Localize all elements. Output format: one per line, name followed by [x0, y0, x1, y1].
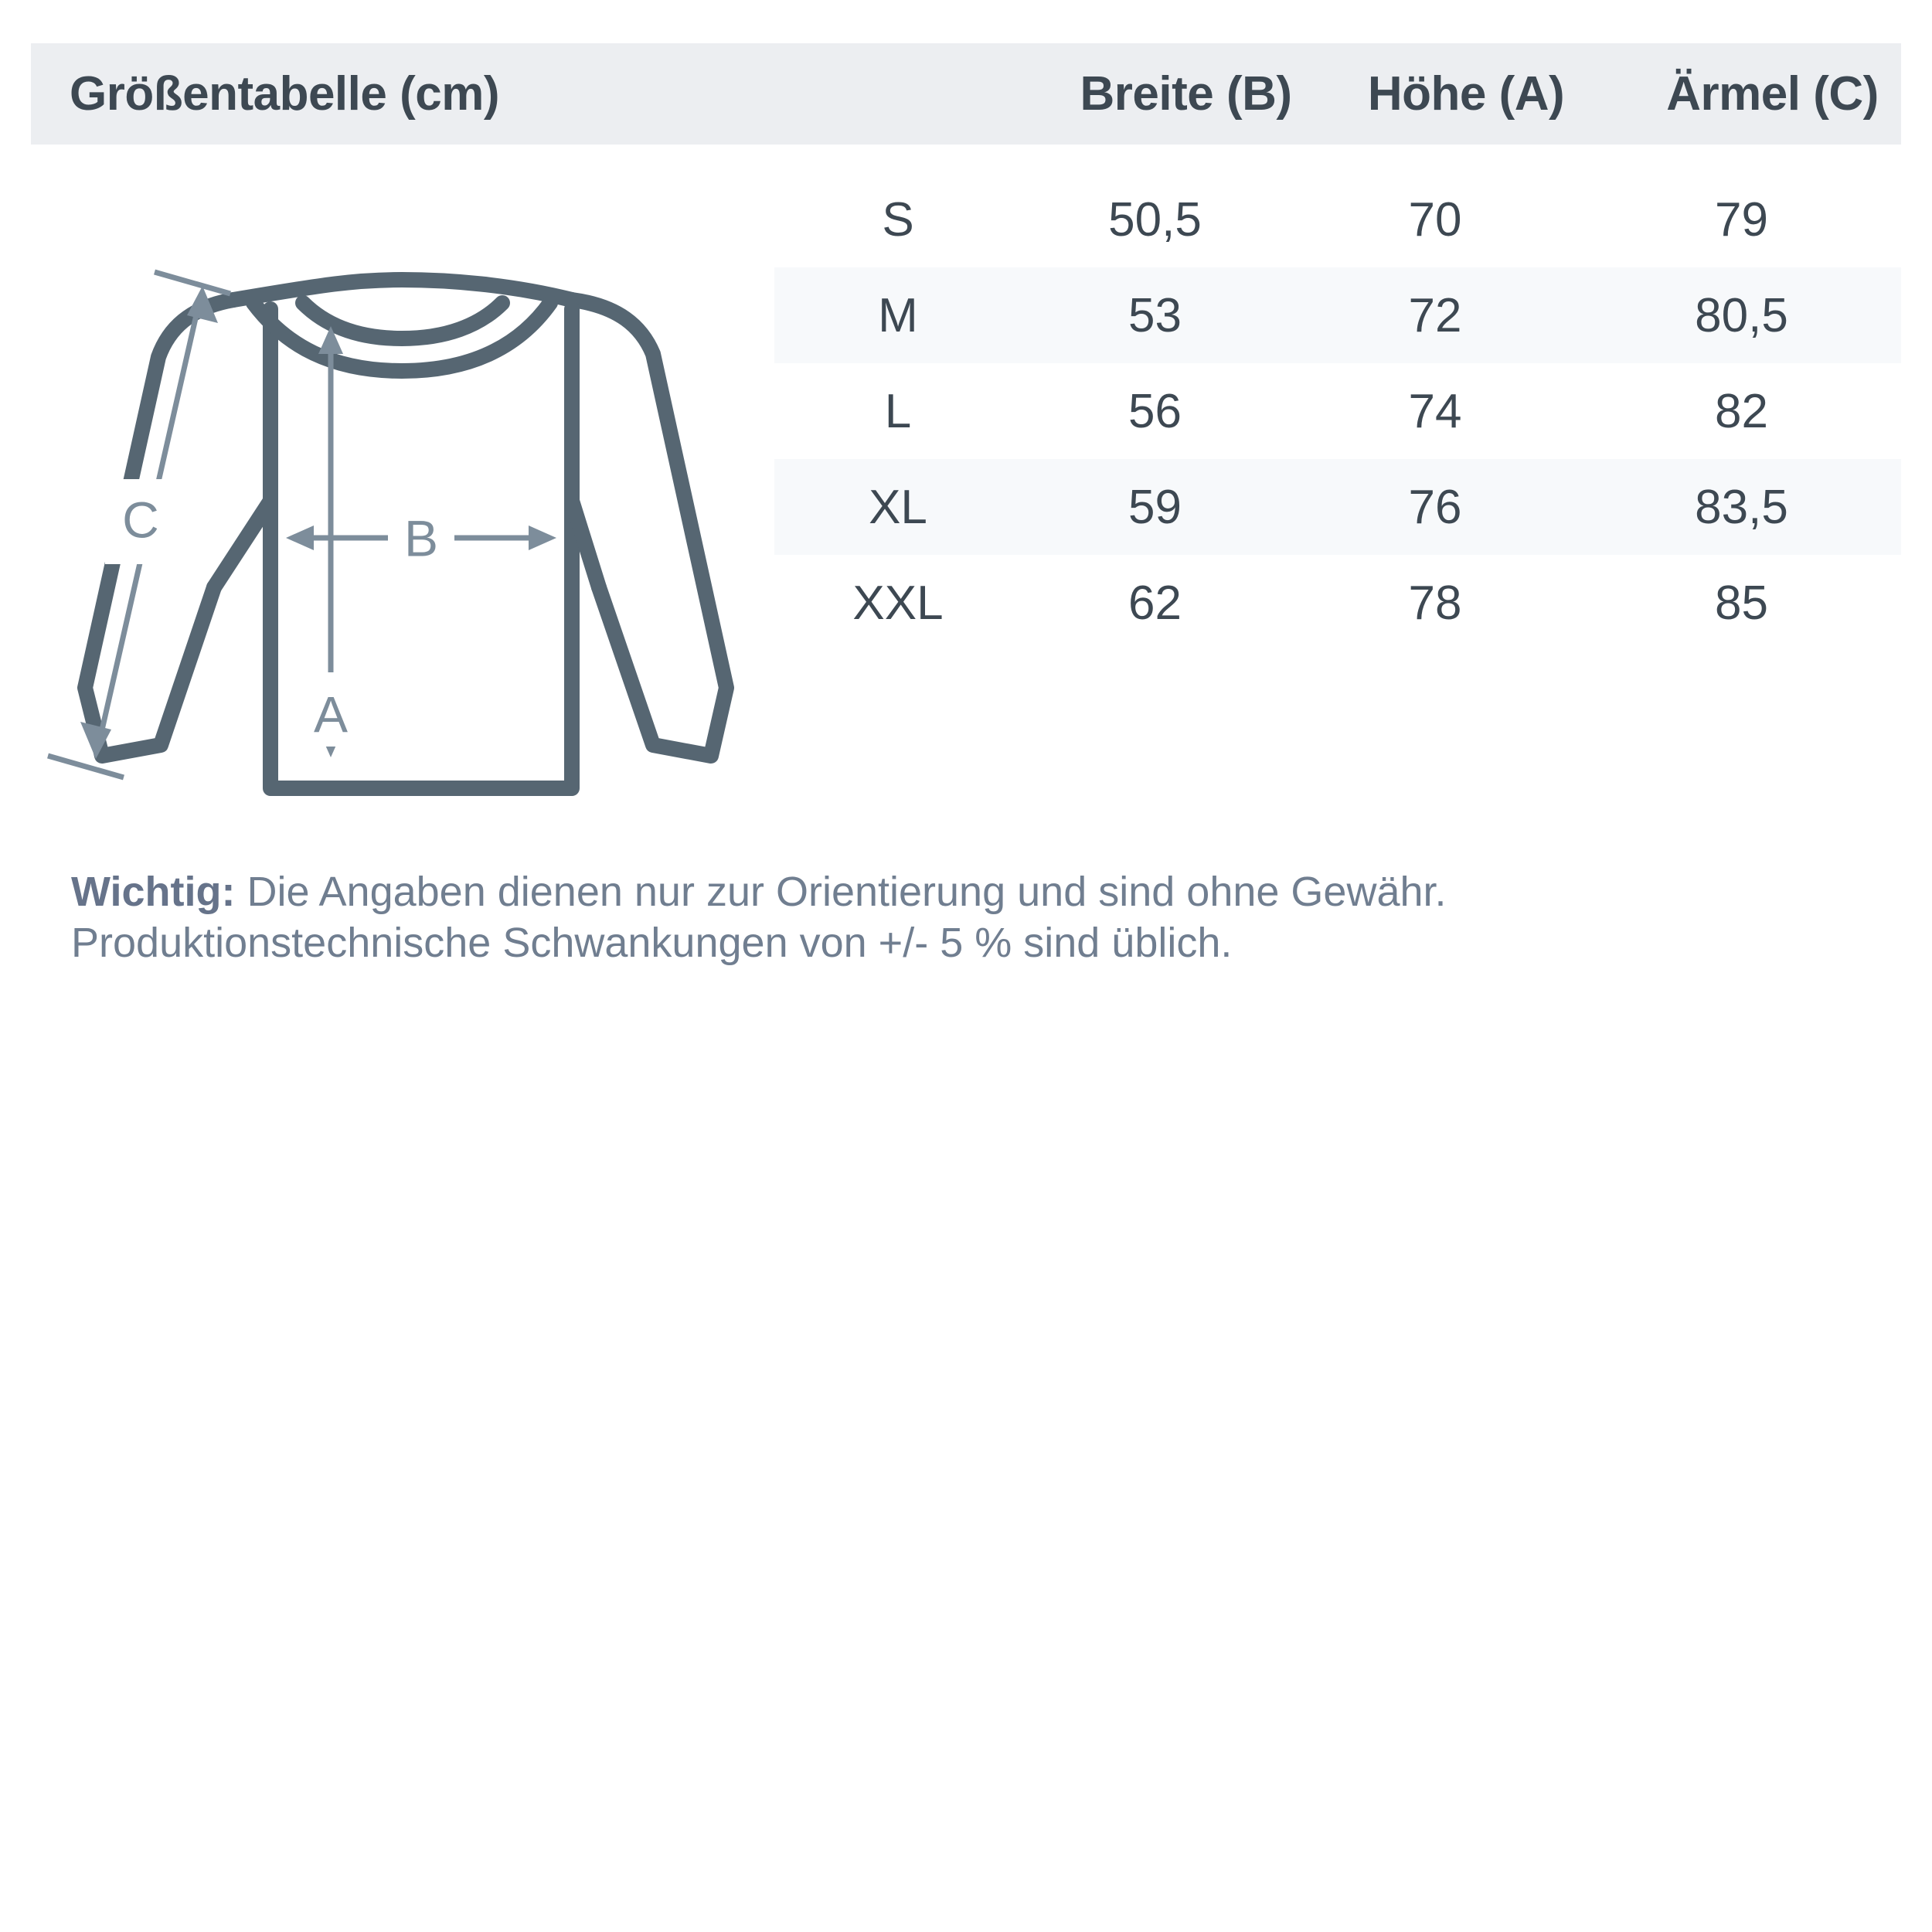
- cell-hoehe: 72: [1408, 288, 1462, 342]
- cell-aermel: 79: [1715, 192, 1768, 247]
- cell-hoehe: 70: [1408, 192, 1462, 247]
- cell-aermel: 80,5: [1695, 288, 1788, 342]
- cell-breite: 56: [1128, 384, 1182, 438]
- disclaimer-note: Wichtig: Die Angaben dienen nur zur Orie…: [71, 867, 1872, 969]
- column-header-aermel: Ärmel (C): [1666, 67, 1879, 121]
- dimension-label-b: B: [404, 509, 438, 566]
- table-header-band: Größentabelle (cm) Breite (B) Höhe (A) Ä…: [31, 43, 1901, 145]
- cell-size: XXL: [852, 576, 944, 630]
- table-row: XL 59 76 83,5: [774, 459, 1901, 555]
- disclaimer-line-1: Die Angaben dienen nur zur Orientierung …: [235, 869, 1447, 915]
- cell-breite: 59: [1128, 480, 1182, 534]
- cell-size: S: [882, 192, 914, 247]
- table-row: XXL 62 78 85: [774, 555, 1901, 651]
- dimension-label-c: C: [122, 491, 159, 548]
- cell-size: XL: [869, 480, 927, 534]
- cell-size: L: [884, 384, 912, 438]
- table-row: S 50,5 70 79: [774, 172, 1901, 267]
- cell-size: M: [878, 288, 918, 342]
- disclaimer-strong-label: Wichtig:: [71, 869, 236, 915]
- size-table-body: S 50,5 70 79 M 53 72 80,5 L 56 74 82 XL …: [774, 172, 1901, 651]
- cell-hoehe: 78: [1408, 576, 1462, 630]
- column-header-breite: Breite (B): [1080, 67, 1292, 121]
- dimension-label-a: A: [314, 685, 348, 743]
- cell-breite: 53: [1128, 288, 1182, 342]
- cell-hoehe: 76: [1408, 480, 1462, 534]
- cell-aermel: 83,5: [1695, 480, 1788, 534]
- garment-diagram: A A B C: [31, 255, 773, 811]
- cell-hoehe: 74: [1408, 384, 1462, 438]
- cell-breite: 62: [1128, 576, 1182, 630]
- cell-breite: 50,5: [1108, 192, 1202, 247]
- cell-aermel: 85: [1715, 576, 1768, 630]
- table-row: M 53 72 80,5: [774, 267, 1901, 363]
- disclaimer-line-2: Produktionstechnische Schwankungen von +…: [71, 919, 1233, 966]
- cell-aermel: 82: [1715, 384, 1768, 438]
- column-header-row: Breite (B) Höhe (A) Ärmel (C): [805, 43, 1932, 145]
- page-title: Größentabelle (cm): [70, 67, 500, 121]
- column-header-hoehe: Höhe (A): [1367, 67, 1565, 121]
- sweater-outline-icon: [77, 272, 734, 796]
- table-row: L 56 74 82: [774, 363, 1901, 459]
